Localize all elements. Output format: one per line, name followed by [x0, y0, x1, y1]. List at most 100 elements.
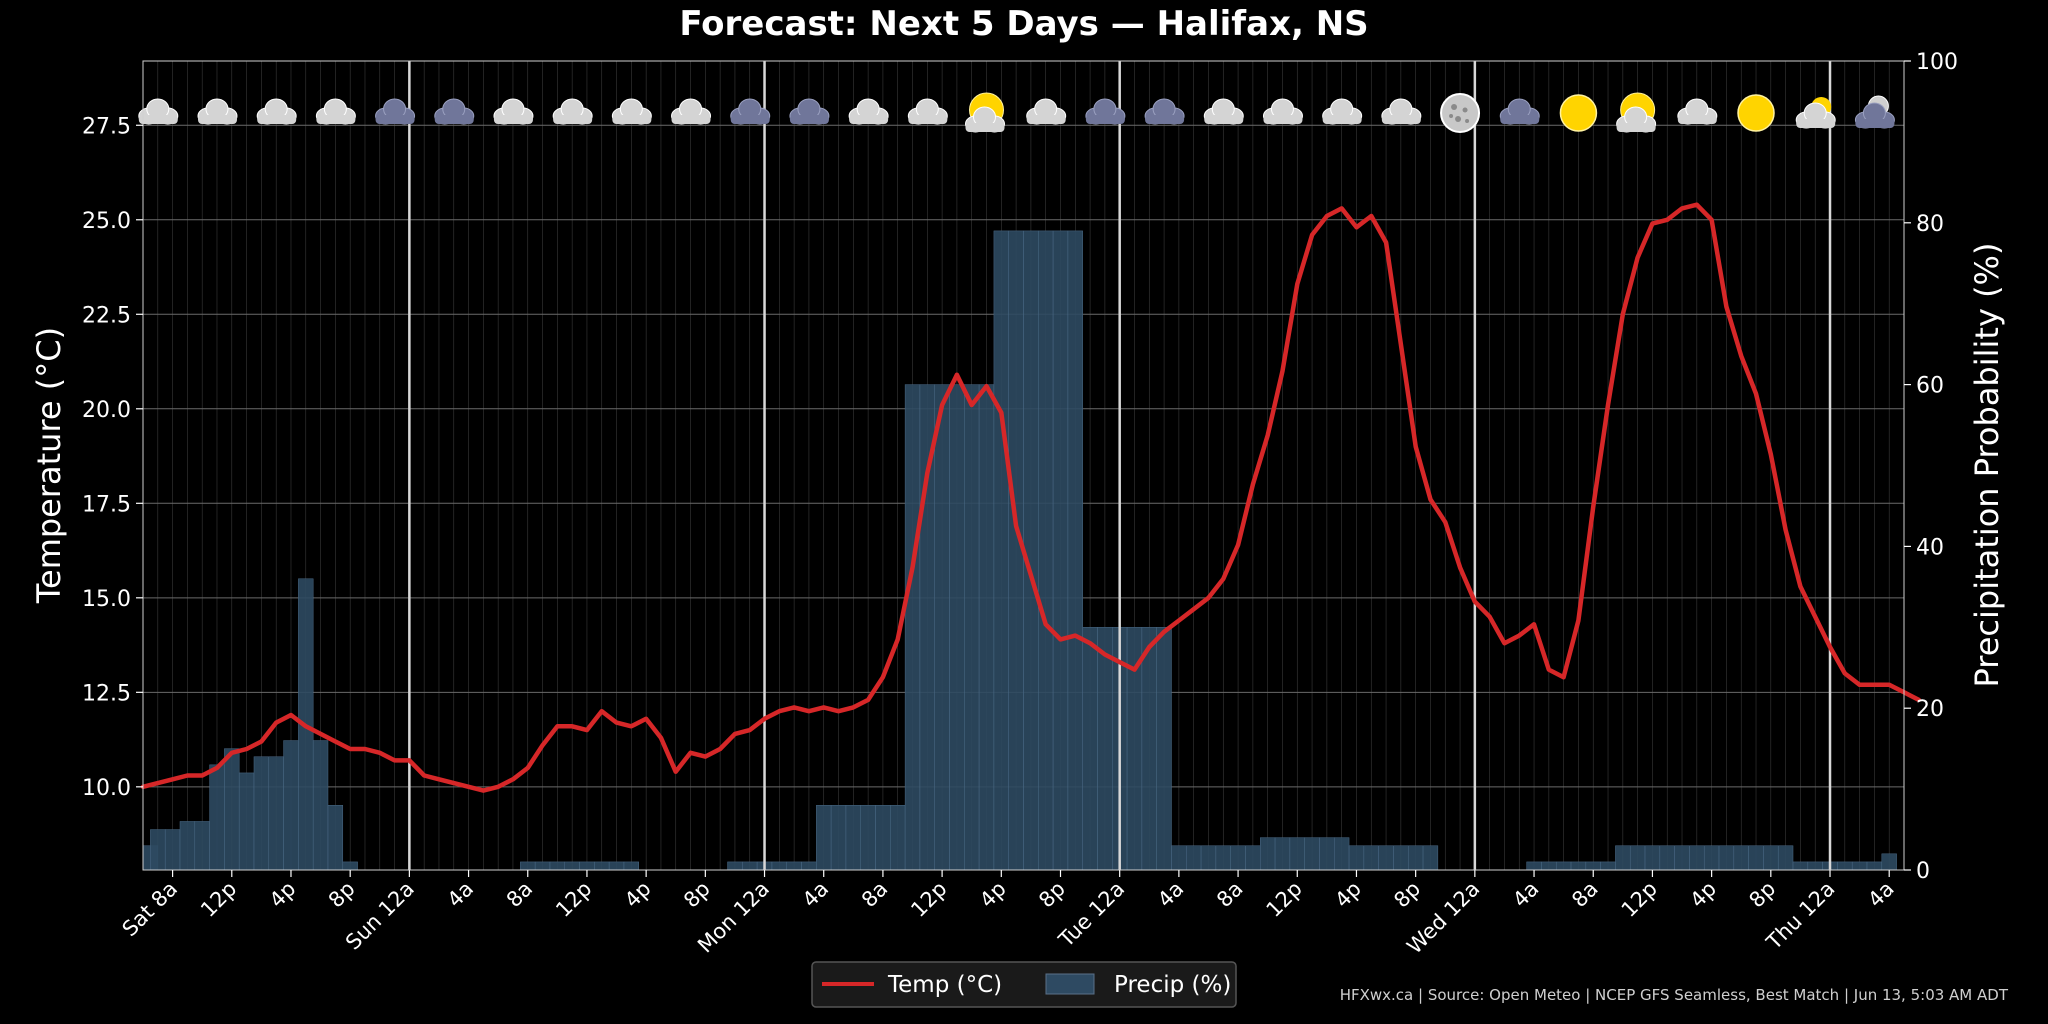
precip-bar [1807, 861, 1823, 871]
precip-bar [1141, 627, 1157, 871]
x-tick-label: 12p [551, 877, 596, 922]
precip-bar [1363, 845, 1379, 871]
precip-bar [209, 764, 225, 871]
precip-bar [1600, 861, 1616, 871]
precip-bar [727, 861, 743, 871]
precip-bar [268, 756, 284, 871]
cloud-base [908, 115, 948, 124]
x-tick-label: 8a [1567, 877, 1603, 913]
dark-cloud-icon [434, 98, 475, 125]
y-axis-right-label: Precipitation Probability (%) [1968, 243, 2006, 688]
precip-bar [1156, 627, 1172, 871]
legend-precip-label: Precip (%) [1114, 972, 1231, 998]
dark-cloud-icon [375, 98, 416, 125]
precip-bar [1378, 845, 1394, 871]
precip-bar [594, 861, 610, 871]
precip-bar [1067, 230, 1083, 871]
precip-bar [1541, 861, 1557, 871]
x-tick-label: 12p [1262, 877, 1307, 922]
x-tick-label: 8p [1389, 877, 1425, 913]
precip-bar [1674, 845, 1690, 871]
precip-bar [1304, 837, 1320, 871]
precip-bar [1260, 837, 1276, 871]
precip-bar [1334, 837, 1350, 871]
y-left-tick-label: 27.5 [82, 114, 131, 139]
legend-temp-label: Temp (°C) [887, 972, 1002, 998]
cloud-base [1322, 115, 1362, 124]
precip-bar [830, 805, 847, 871]
plot-frame [142, 60, 1905, 871]
precip-bar [1408, 845, 1424, 871]
precip-bar [1230, 845, 1246, 871]
legend-precip-swatch [1045, 973, 1095, 995]
precip-bar [1689, 845, 1705, 871]
x-tick-label: 4p [620, 877, 656, 913]
precip-bar [1629, 845, 1646, 871]
precip-bar [564, 861, 580, 871]
precip-bar [1274, 837, 1291, 871]
precip-bar [179, 821, 196, 871]
partly-sunny-icon [1616, 92, 1657, 133]
x-tick-label: 8a [502, 877, 538, 913]
precip-bar [283, 740, 299, 871]
dark-cloud-icon [1144, 98, 1185, 125]
precip-bar [253, 756, 270, 871]
cloud-icon [197, 98, 238, 125]
x-tick-label: 4a [1153, 877, 1189, 913]
cloud-base [730, 115, 770, 124]
y-left-tick-label: 22.5 [82, 303, 131, 328]
precip-bar [1881, 853, 1897, 871]
weather-icons [138, 92, 1895, 133]
precip-bar [978, 384, 995, 871]
precip-bar [1851, 861, 1868, 871]
moon-crater [1465, 119, 1470, 123]
y-left-tick-label: 12.5 [82, 681, 131, 706]
cloud-icon [1203, 98, 1244, 125]
partly-sunny-icon [965, 92, 1006, 133]
precip-bar [1038, 230, 1054, 871]
precip-bar [816, 805, 832, 871]
precip-bar [1319, 837, 1335, 871]
cloud-icon [611, 98, 652, 125]
precip-bar [964, 384, 980, 871]
cloud-icon [1381, 98, 1422, 125]
cloud-base [612, 115, 652, 124]
precip-bar [1082, 627, 1098, 871]
precip-bar [342, 861, 358, 871]
x-tick-label: 8p [324, 877, 360, 913]
cloud-base [1204, 115, 1244, 124]
cloud-base [316, 115, 356, 124]
precip-bar [579, 861, 595, 871]
y-left-tick-label: 25.0 [82, 209, 131, 234]
precip-bar [1659, 845, 1675, 871]
precip-bar [1245, 845, 1261, 871]
cloud-icon [256, 98, 297, 125]
partly-cloudy-night-icon [1854, 95, 1895, 129]
x-tick-label: Tue 12a [1053, 877, 1129, 953]
cloud-icon [1677, 98, 1718, 125]
cloud-base [553, 115, 593, 124]
dark-cloud-icon [730, 98, 771, 125]
precip-bar [1289, 837, 1305, 871]
precip-bar [1703, 845, 1720, 871]
y-right-tick-label: 0 [1916, 859, 1930, 884]
cloud-icon [1262, 98, 1303, 125]
chart-title: Forecast: Next 5 Days — Halifax, NS [679, 4, 1368, 44]
precip-bars [142, 230, 1897, 871]
sun-icon [1737, 94, 1775, 132]
precip-bar [771, 861, 787, 871]
x-tick-label: 8p [1034, 877, 1070, 913]
dark-cloud-icon [789, 98, 830, 125]
precip-bar [890, 805, 906, 871]
cloud-icon [671, 98, 712, 125]
y-right-tick-label: 80 [1916, 212, 1944, 237]
y-left-tick-label: 20.0 [82, 398, 131, 423]
cloud-base [789, 115, 829, 124]
precip-bar [164, 829, 181, 871]
x-tick-label: 4p [975, 877, 1011, 913]
cloud-base [1796, 119, 1836, 128]
x-tick-label: 4a [1863, 877, 1899, 913]
precip-bar [1792, 861, 1809, 871]
x-tick-label: 4a [798, 877, 834, 913]
cloud-base [965, 123, 1005, 132]
